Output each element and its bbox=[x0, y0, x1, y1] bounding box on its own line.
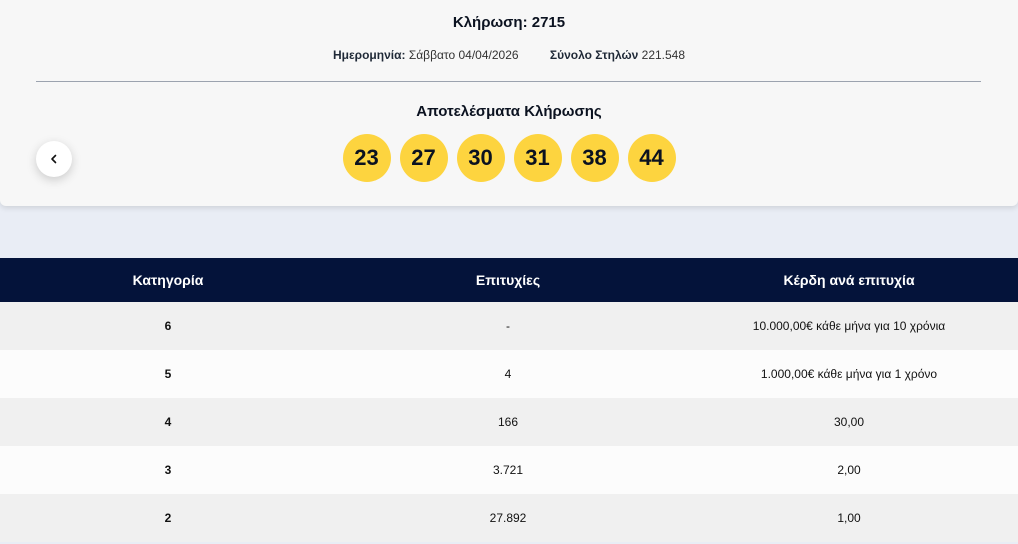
draw-columns-label: Σύνολο Στηλών bbox=[549, 48, 639, 62]
winners-cell: 27.892 bbox=[489, 511, 527, 525]
category-cell: 6 bbox=[164, 319, 172, 333]
results-heading: Αποτελέσματα Κλήρωσης bbox=[416, 103, 602, 120]
header-prize: Κέρδη ανά επιτυχία bbox=[783, 272, 915, 288]
results-table-container: Κατηγορία Επιτυχίες Κέρδη ανά επιτυχία 6… bbox=[0, 258, 1018, 542]
winners-cell: 4 bbox=[504, 367, 512, 381]
table-row: 6 - 10.000,00€ κάθε μήνα για 10 χρόνια bbox=[0, 302, 1018, 350]
category-cell: 2 bbox=[164, 511, 172, 525]
table-header-row: Κατηγορία Επιτυχίες Κέρδη ανά επιτυχία bbox=[0, 258, 1018, 302]
draw-title: Κλήρωση: 2715 bbox=[452, 14, 566, 31]
prize-cell: 1.000,00€ κάθε μήνα για 1 χρόνο bbox=[760, 367, 938, 381]
number-ball: 30 bbox=[456, 134, 505, 182]
category-cell: 5 bbox=[164, 367, 172, 381]
table-row: 3 3.721 2,00 bbox=[0, 446, 1018, 494]
header-category: Κατηγορία bbox=[132, 272, 204, 288]
winning-numbers: 23 27 30 31 38 44 bbox=[0, 134, 1018, 182]
previous-draw-button[interactable] bbox=[36, 141, 72, 177]
table-row: 4 166 30,00 bbox=[0, 398, 1018, 446]
winners-cell: - bbox=[506, 319, 510, 333]
draw-date: Ημερομηνία: Σάββατο 04/04/2026 bbox=[333, 48, 519, 62]
draw-columns-value: 221.548 bbox=[641, 48, 686, 62]
category-cell: 4 bbox=[164, 415, 172, 429]
draw-summary-card: Κλήρωση: 2715 Ημερομηνία: Σάββατο 04/04/… bbox=[0, 0, 1018, 206]
number-ball: 31 bbox=[513, 134, 562, 182]
header-winners: Επιτυχίες bbox=[475, 272, 541, 288]
prize-cell: 30,00 bbox=[833, 415, 865, 429]
results-table: Κατηγορία Επιτυχίες Κέρδη ανά επιτυχία 6… bbox=[0, 258, 1018, 542]
draw-columns: Σύνολο Στηλών 221.548 bbox=[550, 48, 685, 62]
draw-date-label: Ημερομηνία: bbox=[332, 48, 406, 62]
prize-cell: 10.000,00€ κάθε μήνα για 10 χρόνια bbox=[752, 319, 946, 333]
number-ball: 44 bbox=[627, 134, 676, 182]
number-ball: 38 bbox=[570, 134, 619, 182]
chevron-left-icon bbox=[51, 154, 57, 164]
prize-cell: 1,00 bbox=[837, 511, 861, 525]
category-cell: 3 bbox=[164, 463, 172, 477]
draw-meta: Ημερομηνία: Σάββατο 04/04/2026 Σύνολο Στ… bbox=[0, 48, 1018, 62]
prize-cell: 2,00 bbox=[837, 463, 861, 477]
winners-cell: 166 bbox=[497, 415, 519, 429]
table-row: 5 4 1.000,00€ κάθε μήνα για 1 χρόνο bbox=[0, 350, 1018, 398]
number-ball: 27 bbox=[399, 134, 448, 182]
winners-cell: 3.721 bbox=[492, 463, 524, 477]
divider bbox=[36, 81, 981, 82]
draw-date-value: Σάββατο 04/04/2026 bbox=[408, 48, 519, 62]
table-row: 2 27.892 1,00 bbox=[0, 494, 1018, 542]
number-ball: 23 bbox=[342, 134, 391, 182]
